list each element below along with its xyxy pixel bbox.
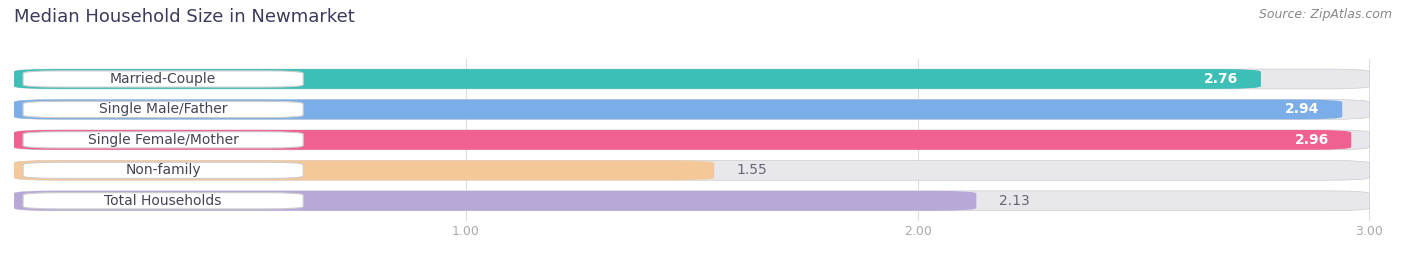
FancyBboxPatch shape (22, 71, 304, 87)
FancyBboxPatch shape (14, 191, 1369, 211)
Text: Total Households: Total Households (104, 194, 222, 208)
FancyBboxPatch shape (14, 130, 1369, 150)
Text: Single Female/Mother: Single Female/Mother (87, 133, 239, 147)
FancyBboxPatch shape (22, 193, 304, 209)
FancyBboxPatch shape (22, 101, 304, 118)
FancyBboxPatch shape (14, 130, 1351, 150)
Text: Single Male/Father: Single Male/Father (98, 102, 228, 116)
Text: 2.13: 2.13 (998, 194, 1029, 208)
Text: Non-family: Non-family (125, 163, 201, 177)
FancyBboxPatch shape (22, 162, 304, 178)
FancyBboxPatch shape (14, 69, 1369, 89)
FancyBboxPatch shape (14, 160, 1369, 180)
FancyBboxPatch shape (14, 69, 1261, 89)
Text: Median Household Size in Newmarket: Median Household Size in Newmarket (14, 8, 354, 26)
Text: Married-Couple: Married-Couple (110, 72, 217, 86)
FancyBboxPatch shape (14, 100, 1343, 119)
Text: 2.96: 2.96 (1295, 133, 1329, 147)
FancyBboxPatch shape (14, 160, 714, 180)
Text: 1.55: 1.55 (737, 163, 768, 177)
Text: 2.94: 2.94 (1285, 102, 1320, 116)
FancyBboxPatch shape (14, 191, 976, 211)
Text: Source: ZipAtlas.com: Source: ZipAtlas.com (1258, 8, 1392, 21)
Text: 2.76: 2.76 (1204, 72, 1239, 86)
FancyBboxPatch shape (22, 132, 304, 148)
FancyBboxPatch shape (14, 100, 1369, 119)
